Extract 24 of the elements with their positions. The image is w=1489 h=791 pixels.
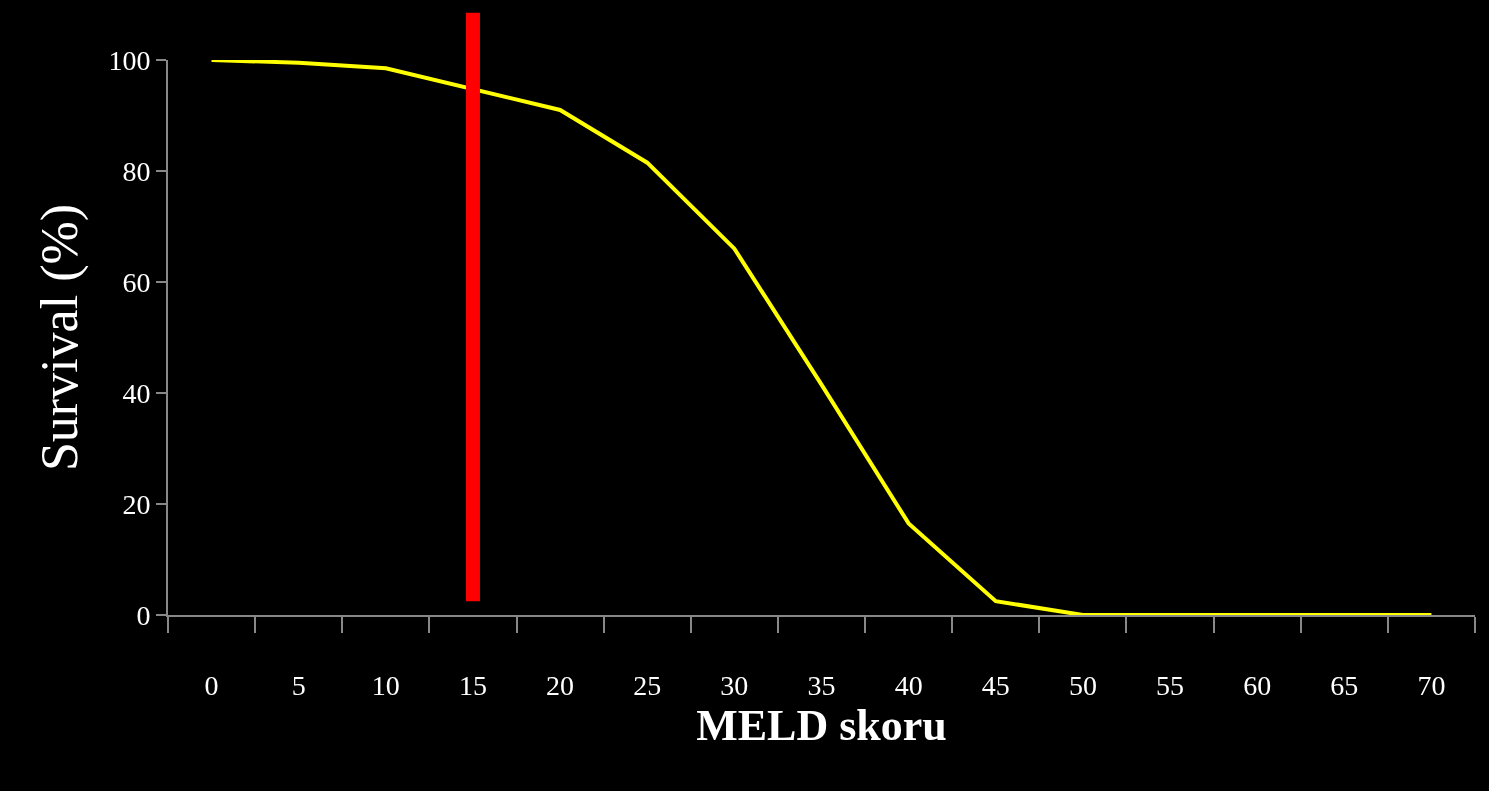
y-tick-label: 0 [136,599,151,631]
x-tick-label: 50 [1068,669,1097,701]
y-tick-label: 80 [122,155,151,187]
x-tick-label: 60 [1243,669,1272,701]
y-tick-label: 100 [108,44,151,76]
x-tick-label: 30 [720,669,749,701]
line-series [209,60,1434,615]
y-tick-label: 40 [122,377,151,409]
x-tick-label: 10 [371,669,400,701]
x-tick-label: 70 [1417,669,1446,701]
x-tick-label: 15 [458,669,487,701]
x-axis-title: MELD skoru [696,701,947,751]
y-axis-title: Survival (%) [31,203,90,472]
x-tick-label: 40 [894,669,923,701]
x-tick-label: 20 [546,669,575,701]
x-tick-label: 0 [204,669,219,701]
x-tick-label: 25 [633,669,662,701]
x-tick-label: 55 [1156,669,1185,701]
x-tick-label: 5 [291,669,306,701]
x-tick-label: 35 [807,669,836,701]
y-tick-label: 60 [122,266,151,298]
x-tick-label: 45 [981,669,1010,701]
x-tick-label: 65 [1330,669,1359,701]
y-tick-label: 20 [122,488,151,520]
